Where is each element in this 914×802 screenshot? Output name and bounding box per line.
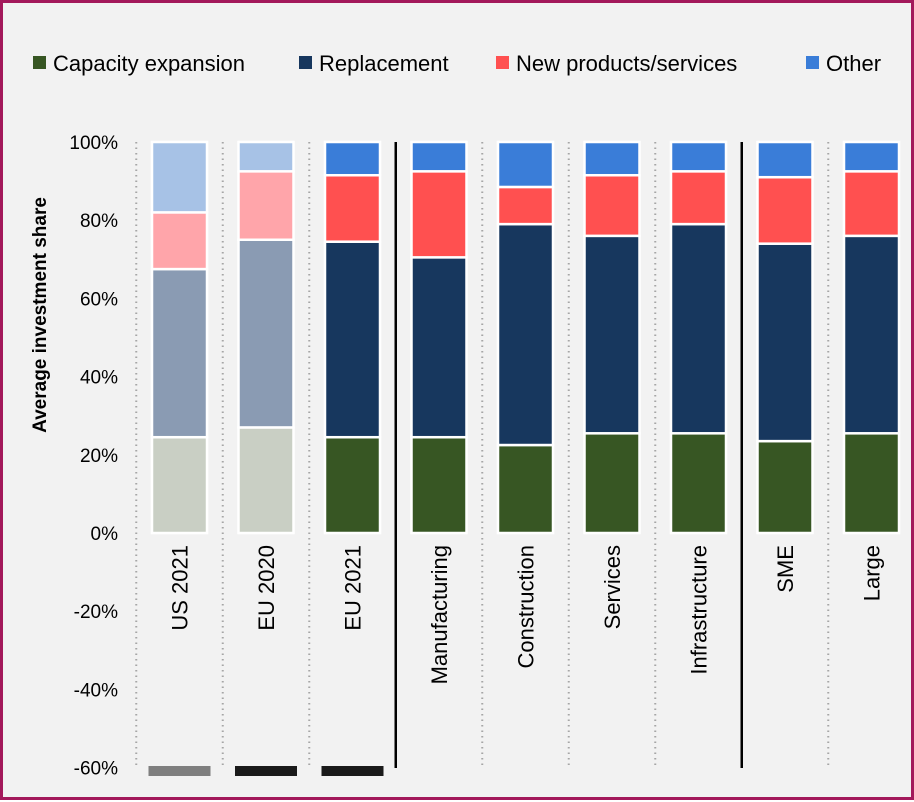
x-axis-labels: US 2021 EU 2020 EU 2021 Manufacturing Constr… bbox=[168, 545, 885, 684]
bottom-marker-eu-2020 bbox=[235, 766, 297, 776]
group-separators bbox=[394, 142, 743, 768]
bar-eu-2021-capacity-expansion bbox=[323, 435, 382, 535]
x-label-eu-2021: EU 2021 bbox=[341, 545, 366, 631]
bar-infrastructure-other bbox=[669, 140, 728, 173]
legend-label-other: Other bbox=[826, 51, 881, 76]
bar-infrastructure-capacity-expansion bbox=[669, 432, 728, 535]
y-tick-label: 80% bbox=[80, 211, 118, 232]
bar-us-2021-other bbox=[150, 140, 209, 214]
bar-us-2021-new-products-services bbox=[150, 211, 209, 271]
bar-sme-capacity-expansion bbox=[756, 439, 814, 535]
bottom-marker-eu-2021 bbox=[321, 766, 384, 776]
legend-swatch-other bbox=[806, 56, 819, 69]
bar-infrastructure-new-products-services bbox=[669, 170, 728, 226]
bar-large-other bbox=[842, 140, 901, 173]
bar-large-new-products-services bbox=[842, 170, 901, 238]
bar-sme-replacement bbox=[756, 242, 814, 443]
y-tick-label: -60% bbox=[74, 759, 118, 780]
bar-construction-replacement bbox=[496, 222, 555, 447]
bar-manufacturing-other bbox=[410, 140, 468, 173]
bar-eu-2021-replacement bbox=[323, 240, 382, 439]
bar-us-2021-replacement bbox=[150, 267, 209, 439]
bar-construction-capacity-expansion bbox=[496, 443, 555, 535]
stacked-bar-chart: Capacity expansion Replacement New product… bbox=[30, 51, 914, 780]
x-label-us-2021: US 2021 bbox=[168, 545, 193, 631]
x-label-eu-2020: EU 2020 bbox=[254, 545, 279, 631]
y-tick-label: 0% bbox=[91, 524, 119, 545]
bar-manufacturing-capacity-expansion bbox=[410, 435, 468, 535]
bar-services-other bbox=[583, 140, 641, 177]
bar-large-capacity-expansion bbox=[842, 432, 901, 535]
legend-swatch-replacement bbox=[299, 56, 312, 69]
x-label-services: Services bbox=[600, 545, 625, 629]
bar-eu-2021-other bbox=[323, 140, 382, 177]
bar-construction-new-products-services bbox=[496, 185, 555, 226]
y-tick-label: -20% bbox=[74, 602, 118, 623]
bar-services-replacement bbox=[583, 234, 641, 435]
bar-infrastructure-replacement bbox=[669, 222, 728, 435]
bottom-markers bbox=[148, 766, 384, 776]
legend-label-replacement: Replacement bbox=[319, 51, 449, 76]
y-tick-label: 60% bbox=[80, 289, 118, 310]
bar-eu-2020-new-products-services bbox=[237, 170, 295, 241]
legend-label-new-products-services: New products/services bbox=[516, 51, 737, 76]
bar-manufacturing-replacement bbox=[410, 256, 468, 439]
y-tick-label: 20% bbox=[80, 446, 118, 467]
legend-label-capacity-expansion: Capacity expansion bbox=[53, 51, 245, 76]
bar-manufacturing-new-products-services bbox=[410, 170, 468, 259]
bar-eu-2020-other bbox=[237, 140, 295, 173]
bar-sme-new-products-services bbox=[756, 175, 814, 245]
legend-swatch-new-products-services bbox=[496, 56, 509, 69]
y-tick-label: -40% bbox=[74, 680, 118, 701]
y-tick-label: 100% bbox=[69, 133, 118, 154]
bar-services-capacity-expansion bbox=[583, 432, 641, 535]
x-label-sme: SME bbox=[773, 545, 798, 593]
x-label-infrastructure: Infrastructure bbox=[687, 545, 712, 675]
bar-construction-other bbox=[496, 140, 555, 189]
bar-large-replacement bbox=[842, 234, 901, 435]
x-label-large: Large bbox=[860, 545, 885, 601]
y-axis-title: Average investment share bbox=[30, 197, 51, 433]
y-tick-label: 40% bbox=[80, 368, 118, 389]
bar-eu-2020-replacement bbox=[237, 238, 295, 429]
x-label-construction: Construction bbox=[514, 545, 539, 669]
bar-eu-2020-capacity-expansion bbox=[237, 426, 295, 535]
y-axis: 100% 80% 60% 40% 20% 0% -20% -40% -60% bbox=[69, 133, 118, 780]
chart-legend: Capacity expansion Replacement New product… bbox=[33, 51, 881, 76]
bar-us-2021-capacity-expansion bbox=[150, 435, 209, 535]
bars bbox=[150, 140, 901, 535]
bottom-marker-us-2021 bbox=[148, 766, 211, 776]
bar-sme-other bbox=[756, 140, 814, 179]
legend-swatch-capacity-expansion bbox=[33, 56, 46, 69]
x-label-manufacturing: Manufacturing bbox=[427, 545, 452, 684]
bar-services-new-products-services bbox=[583, 173, 641, 238]
bar-eu-2021-new-products-services bbox=[323, 173, 382, 243]
